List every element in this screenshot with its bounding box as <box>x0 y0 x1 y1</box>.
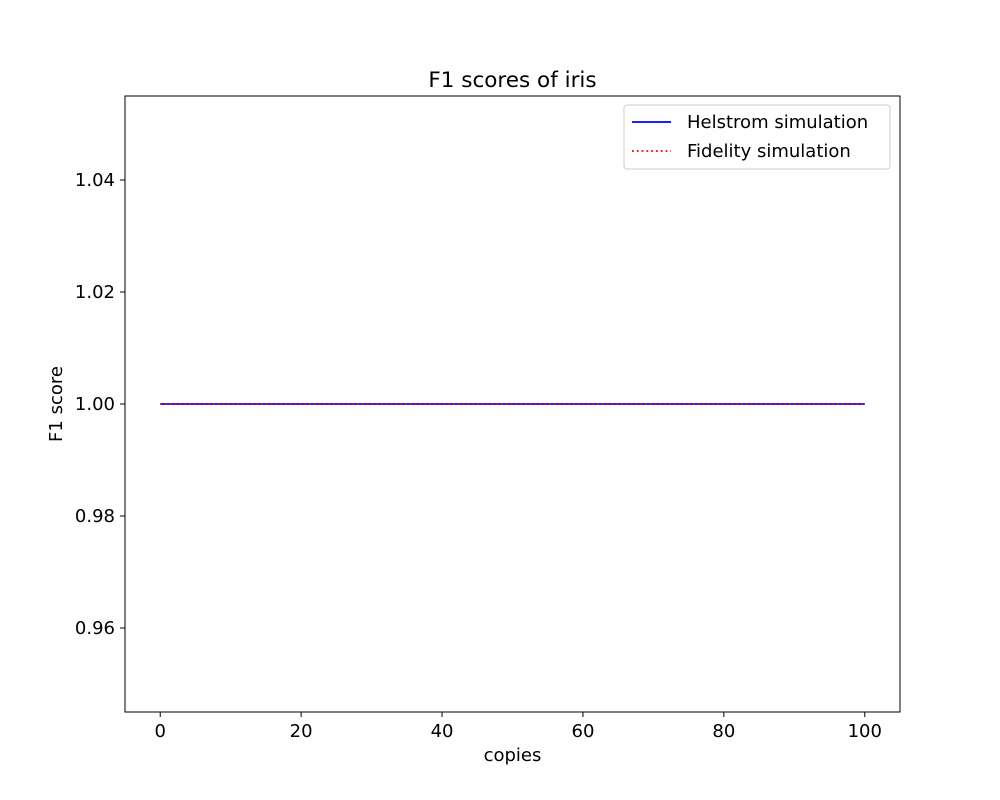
legend-box <box>623 104 891 170</box>
legend: Helstrom simulation Fidelity simulation <box>623 104 891 170</box>
y-tick-label: 1.00 <box>75 394 115 415</box>
x-tick-label: 80 <box>712 721 735 742</box>
x-axis-title: copies <box>484 745 542 766</box>
legend-label-1: Helstrom simulation <box>687 112 868 133</box>
x-tick-label: 0 <box>155 721 166 742</box>
chart-title: F1 scores of iris <box>428 68 596 93</box>
x-tick-label: 60 <box>572 721 595 742</box>
y-tick-label: 1.04 <box>75 170 115 191</box>
y-axis-title: F1 score <box>46 366 67 442</box>
y-tick-label: 0.96 <box>75 618 115 639</box>
y-tick-label: 0.98 <box>75 506 115 527</box>
x-tick-label: 40 <box>431 721 454 742</box>
x-tick-label: 100 <box>848 721 882 742</box>
axes: 0 20 40 60 80 100 0.96 0.98 1.00 1.02 1.04 <box>75 95 901 742</box>
y-tick-label: 1.02 <box>75 282 115 303</box>
x-tick-label: 20 <box>290 721 313 742</box>
legend-label-2: Fidelity simulation <box>687 141 851 162</box>
